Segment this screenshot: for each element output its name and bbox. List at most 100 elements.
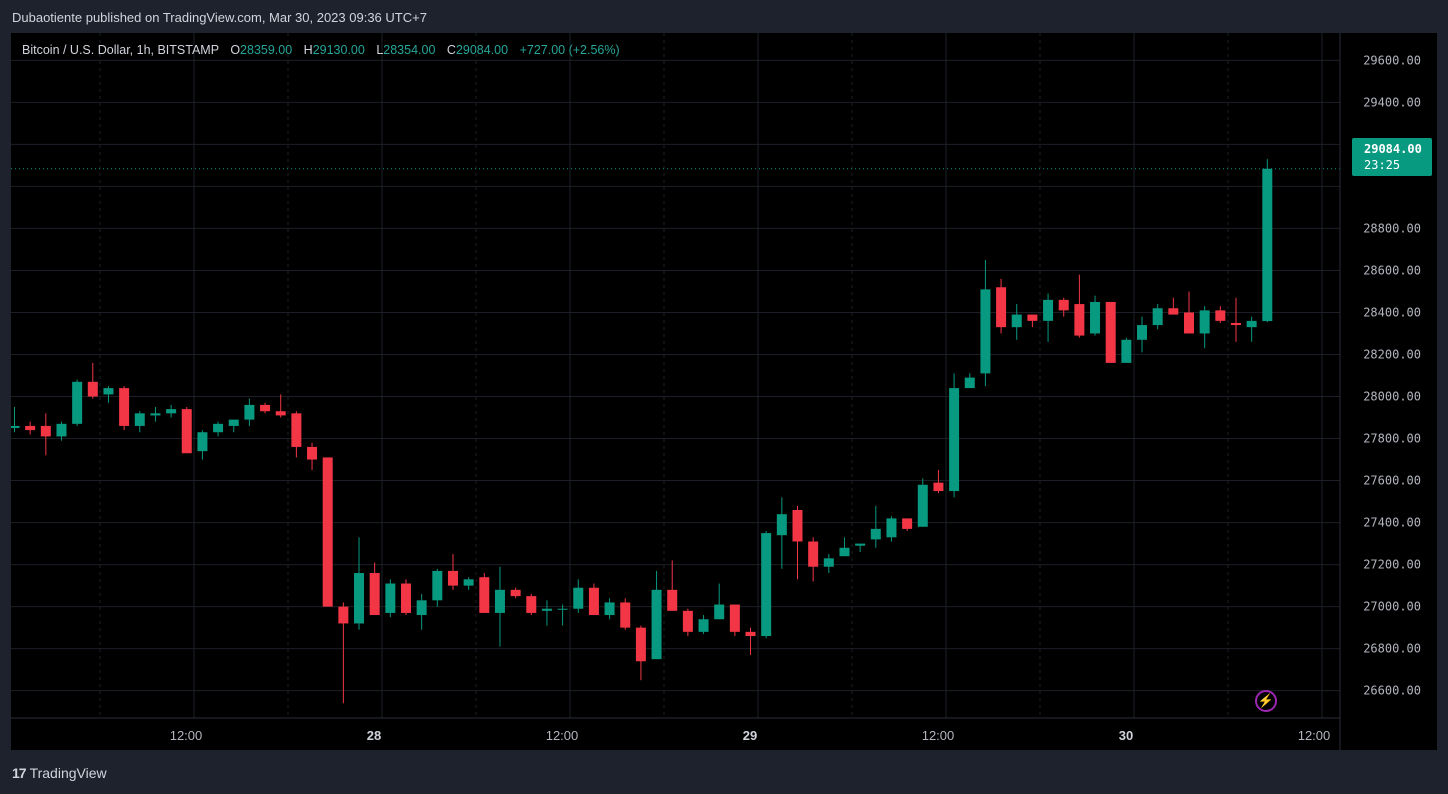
price-tick-label: 28800.00 [1363, 221, 1421, 235]
candle [1168, 297, 1179, 315]
open-label: O [230, 43, 241, 57]
candle [87, 362, 98, 399]
candle [1152, 304, 1163, 330]
candle-body [964, 377, 975, 389]
candle-body [1043, 299, 1054, 321]
candle-body [56, 423, 67, 437]
candle [1121, 337, 1132, 363]
candle [1090, 295, 1101, 336]
candle [432, 568, 443, 607]
candle [338, 602, 349, 704]
candle-body [729, 604, 740, 632]
candle [228, 419, 239, 433]
candle-body [1137, 325, 1148, 340]
chart-area[interactable]: 26600.00 26800.00 27000.00 27200.00 27400.00… [11, 33, 1437, 750]
candle [197, 430, 208, 460]
candle-body [307, 446, 318, 460]
candle [260, 402, 271, 414]
time-axis: 12:00 28 12:00 29 12:00 30 12:00 [170, 728, 1331, 743]
candle-body [557, 608, 568, 610]
candle-body [745, 631, 756, 637]
bar-countdown: 23:25 [1364, 158, 1401, 172]
candle [385, 579, 396, 618]
candlestick-chart[interactable]: 26600.00 26800.00 27000.00 27200.00 27400.00… [11, 33, 1437, 750]
candle [526, 594, 537, 616]
candle [917, 478, 928, 527]
candle-body [604, 602, 615, 616]
candle-body [526, 596, 537, 613]
candle-body [886, 518, 897, 538]
candle [933, 470, 944, 494]
candle [494, 566, 505, 647]
candle [823, 554, 834, 574]
candle-body [1121, 339, 1132, 363]
candle [307, 442, 318, 471]
candle [1074, 274, 1085, 338]
candle [510, 587, 521, 599]
candle [291, 411, 302, 458]
price-tick-label: 27000.00 [1363, 600, 1421, 614]
price-tick-label: 29600.00 [1363, 53, 1421, 67]
candle-body [385, 583, 396, 613]
candle [1262, 159, 1273, 323]
candle [714, 583, 725, 620]
candle-body [870, 528, 881, 540]
candle [1199, 306, 1210, 349]
price-tick-label: 29400.00 [1363, 95, 1421, 109]
candle-body [1246, 320, 1257, 328]
lightning-icon[interactable]: ⚡ [1255, 690, 1277, 712]
price-tick-label: 27200.00 [1363, 558, 1421, 572]
symbol-name: Bitcoin / U.S. Dollar, 1h, BITSTAMP [22, 43, 219, 57]
candle-body [1215, 310, 1226, 321]
candle [761, 530, 772, 639]
tradingview-logo[interactable]: 17 TradingView [12, 765, 107, 781]
candle [401, 579, 411, 616]
candle-body [902, 518, 913, 529]
candle-body [11, 425, 20, 429]
candle [322, 457, 333, 607]
candle-body [213, 423, 224, 433]
candle [1184, 291, 1194, 334]
candle-body [494, 589, 505, 613]
candle [416, 594, 427, 630]
candle-body [620, 602, 631, 628]
candles [11, 159, 1273, 704]
candle [11, 407, 20, 433]
candle-body [682, 610, 693, 632]
candle [25, 421, 36, 435]
candle-body [354, 573, 365, 624]
candle-body [949, 388, 960, 492]
candle [573, 579, 584, 613]
candle [870, 505, 881, 548]
time-tick-label: 12:00 [170, 728, 203, 743]
candle-body [1027, 314, 1038, 321]
candle [949, 373, 960, 498]
candle-body [432, 570, 443, 601]
candle [886, 516, 897, 542]
close-label: C [446, 43, 456, 57]
candle [996, 278, 1007, 334]
candle [1011, 304, 1022, 340]
candle [729, 604, 740, 637]
candle [635, 625, 646, 681]
candle-body [1152, 308, 1163, 326]
time-tick-label: 12:00 [1298, 728, 1331, 743]
candle-body [197, 432, 208, 452]
time-tick-label: 29 [743, 728, 757, 743]
candle-body [338, 606, 349, 624]
candle-body [479, 577, 490, 613]
candle [557, 604, 568, 626]
price-tick-label: 26800.00 [1363, 642, 1421, 656]
candle-body [776, 514, 787, 536]
candle-body [291, 413, 302, 447]
candle-body [792, 509, 803, 542]
candle [244, 398, 255, 426]
candle [1215, 306, 1226, 323]
candle [604, 598, 615, 620]
candle [479, 573, 490, 613]
candle [447, 554, 458, 590]
candle-body [369, 573, 380, 616]
candle [72, 379, 83, 426]
candle-body [635, 627, 646, 662]
candle-body [150, 413, 161, 416]
